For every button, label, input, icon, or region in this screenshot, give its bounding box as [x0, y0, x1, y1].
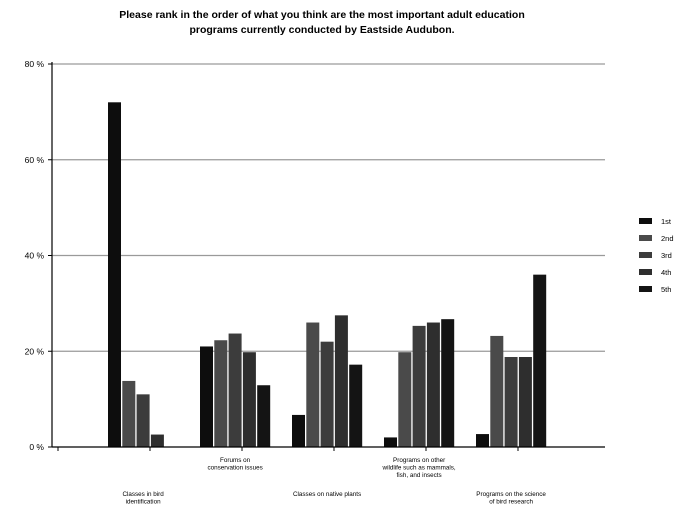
bar-1st-2 [200, 346, 213, 447]
legend-label-2nd: 2nd [661, 234, 674, 243]
category-label-line: wildlife such as mammals, [382, 465, 456, 472]
bar-2nd-3 [306, 322, 320, 447]
bar-2nd-1 [122, 380, 136, 447]
legend-label-3rd: 3rd [661, 251, 672, 260]
legend-swatch-1st [639, 218, 652, 224]
category-label-line: identification [126, 499, 162, 506]
bar-2nd-2 [214, 340, 228, 447]
bar-1st-3 [292, 414, 305, 447]
bar-2nd-4 [398, 352, 412, 447]
category-label-line: Programs on other [393, 457, 445, 464]
legend-swatch-3rd [639, 252, 652, 258]
y-tick-label: 0 % [29, 442, 44, 452]
category-label-4: Programs on other wildlife such as mammal… [382, 457, 456, 479]
bar-5th-5 [533, 274, 547, 447]
bar-5th-3 [349, 364, 363, 447]
gridlines [52, 63, 605, 352]
category-labels: Classes in bird identification Forums on co… [122, 457, 546, 506]
category-label-5: Programs on the science of bird research [476, 491, 546, 506]
bar-3rd-2 [228, 333, 242, 447]
category-label-line: fish, and insects [397, 472, 442, 479]
category-label-1: Classes in bird identification [122, 491, 164, 506]
legend: 1st 2nd 3rd 4th 5th [639, 217, 674, 294]
y-tick-label: 80 % [25, 59, 45, 69]
bar-1st-4 [384, 437, 397, 447]
legend-swatch-4th [639, 269, 652, 275]
category-label-line: Classes in bird [122, 491, 164, 498]
bar-1st-5 [476, 434, 489, 447]
bar-3rd-4 [412, 325, 426, 447]
y-tick-label: 40 % [25, 251, 45, 261]
bars [108, 102, 547, 448]
category-label-3: Classes on native plants [293, 491, 361, 498]
legend-label-4th: 4th [661, 268, 671, 277]
category-label-line: of bird research [489, 499, 533, 506]
category-label-line: conservation issues [207, 465, 262, 472]
bar-4th-4 [426, 322, 440, 447]
bar-3rd-3 [320, 341, 334, 447]
bar-4th-3 [334, 315, 348, 447]
legend-label-5th: 5th [661, 285, 671, 294]
legend-swatch-5th [639, 286, 652, 292]
bar-3rd-5 [504, 356, 518, 447]
bar-3rd-1 [136, 394, 150, 447]
chart-title-line-2: programs currently conducted by Eastside… [189, 24, 454, 36]
bar-2nd-5 [490, 335, 504, 447]
chart-title-line-1: Please rank in the order of what you thi… [119, 9, 524, 21]
y-tick-label: 60 % [25, 155, 45, 165]
bar-4th-1 [150, 434, 164, 447]
bar-5th-4 [441, 319, 455, 447]
bar-1st-1 [108, 102, 121, 448]
y-tick-label: 20 % [25, 346, 45, 356]
bar-4th-5 [518, 356, 532, 447]
category-label-line: Forums on [220, 457, 251, 464]
bar-5th-2 [257, 385, 271, 447]
y-axis-ticks: 0 % 20 % 40 % 60 % 80 % [25, 59, 52, 452]
category-label-line: Classes on native plants [293, 491, 361, 498]
bar-4th-2 [242, 352, 256, 447]
category-label-line: Programs on the science [476, 491, 546, 498]
legend-label-1st: 1st [661, 217, 672, 226]
legend-swatch-2nd [639, 235, 652, 241]
category-label-2: Forums on conservation issues [207, 457, 262, 472]
axes [51, 62, 605, 451]
